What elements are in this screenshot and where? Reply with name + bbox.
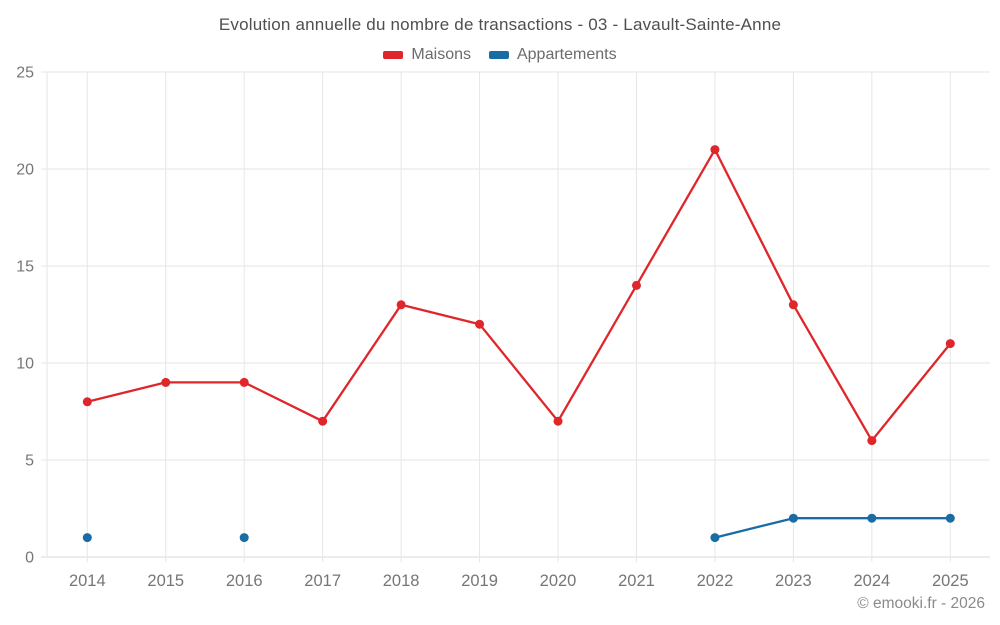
- series-segment-maisons: [478, 323, 560, 423]
- series-segment-maisons: [321, 303, 403, 423]
- legend-swatch-maisons: [383, 51, 404, 59]
- data-point-appartements-2025: [945, 513, 955, 523]
- y-tick-label: 20: [16, 162, 34, 179]
- series-segment-maisons: [556, 284, 638, 423]
- data-point-maisons-2016: [239, 377, 249, 387]
- data-point-maisons-2023: [788, 300, 798, 310]
- x-tick-label: 2022: [697, 572, 734, 590]
- legend-label-maisons: Maisons: [411, 46, 471, 63]
- x-tick-label: 2014: [69, 572, 106, 590]
- x-tick-label: 2019: [461, 572, 498, 590]
- data-point-maisons-2018: [396, 300, 406, 310]
- x-tick-label: 2018: [383, 572, 420, 590]
- series-segment-maisons: [635, 148, 717, 287]
- x-tick-label: 2023: [775, 572, 812, 590]
- data-point-maisons-2021: [631, 280, 641, 290]
- x-tick-label: 2024: [853, 572, 890, 590]
- y-tick-label: 5: [25, 453, 34, 470]
- data-point-appartements-2024: [867, 513, 877, 523]
- x-tick-label: 2021: [618, 572, 655, 590]
- x-tick-label: 2025: [932, 572, 969, 590]
- data-point-appartements-2022: [710, 533, 720, 543]
- data-point-maisons-2025: [945, 339, 955, 349]
- series-segment-maisons: [792, 303, 873, 442]
- chart-legend: Maisons Appartements: [0, 46, 1000, 64]
- y-tick-label: 0: [25, 550, 34, 567]
- y-tick-label: 10: [16, 356, 34, 373]
- series-segment-maisons: [86, 381, 167, 403]
- legend-item-appartements: Appartements: [488, 46, 617, 64]
- series-segment-maisons: [243, 381, 324, 423]
- x-tick-label: 2020: [540, 572, 577, 590]
- x-tick-label: 2015: [147, 572, 184, 590]
- y-tick-label: 25: [16, 65, 34, 82]
- data-point-appartements-2014: [82, 533, 92, 543]
- series-segment-maisons: [870, 342, 952, 442]
- legend-swatch-appartements: [488, 51, 509, 59]
- legend-label-appartements: Appartements: [516, 46, 617, 63]
- data-point-appartements-2016: [239, 533, 249, 543]
- series-segment-appartements: [713, 517, 795, 539]
- data-point-maisons-2019: [475, 319, 485, 329]
- series-segment-maisons: [713, 148, 795, 306]
- data-point-maisons-2014: [82, 397, 92, 407]
- chart-title: Evolution annuelle du nombre de transact…: [218, 15, 782, 34]
- data-point-maisons-2015: [161, 377, 171, 387]
- data-point-maisons-2020: [553, 416, 563, 426]
- series-segment-maisons: [399, 303, 481, 326]
- x-tick-label: 2016: [226, 572, 263, 590]
- y-tick-label: 15: [16, 259, 34, 276]
- copyright-text: © emooki.fr - 2026: [857, 595, 985, 612]
- data-point-maisons-2024: [867, 436, 877, 446]
- data-point-maisons-2022: [710, 145, 720, 155]
- data-point-maisons-2017: [318, 416, 328, 426]
- x-tick-label: 2017: [304, 572, 341, 590]
- data-point-appartements-2023: [788, 513, 798, 523]
- legend-item-maisons: Maisons: [383, 46, 471, 64]
